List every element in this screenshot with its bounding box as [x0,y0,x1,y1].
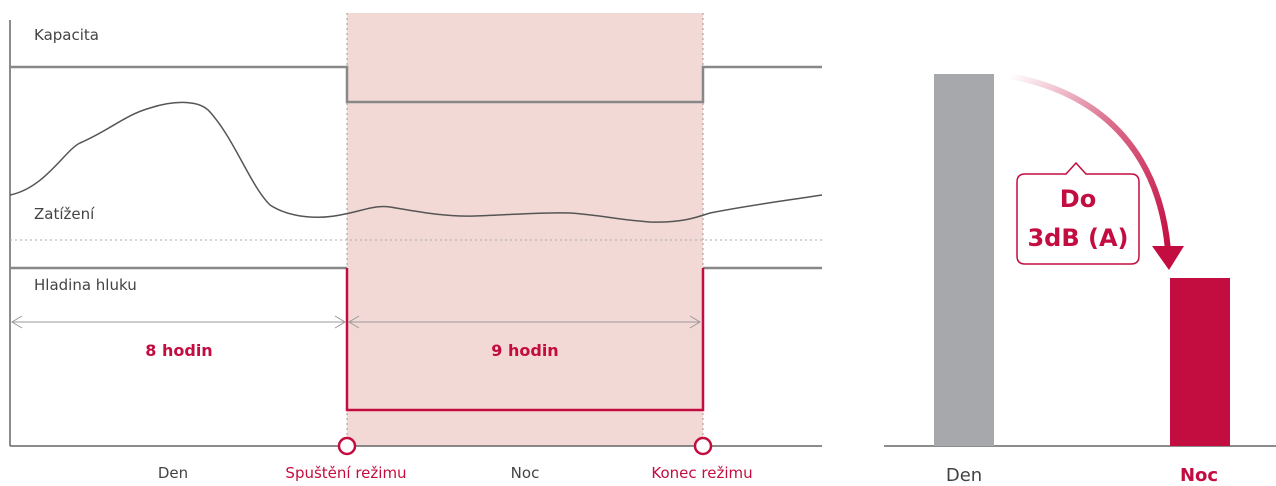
day-duration-arrow [11,315,346,329]
right-x-label-night: Noc [1180,465,1218,486]
mode-end-marker [693,436,713,456]
reduction-arrow-head [1152,246,1184,270]
noise-label: Hladina hluku [34,276,137,294]
x-label-day: Den [158,464,188,482]
capacity-line [10,65,822,104]
left-timeline-diagram: Kapacita Zatížení Hladina hluku 8 hodin … [9,13,823,482]
night-noise-bar [1170,278,1230,446]
right-comparison-diagram: Do 3dB (A) Den Noc [884,73,1276,486]
capacity-label: Kapacita [34,26,99,44]
day-noise-bar [934,74,994,446]
reduction-callout-box [1016,161,1140,265]
x-label-mode-start: Spuštění režimu [285,464,406,482]
night-duration-label: 9 hodin [491,341,558,360]
reduction-arrow-curve [1007,73,1171,253]
night-mode-band [347,13,703,446]
x-label-night: Noc [511,464,540,482]
load-curve [9,101,823,223]
load-label: Zatížení [34,205,95,223]
night-duration-arrow [348,315,701,329]
x-label-mode-end: Konec režimu [651,464,752,482]
noise-line-night [345,268,705,412]
mode-start-marker [337,436,357,456]
right-x-label-day: Den [946,465,982,486]
callout-line-2: 3dB (A) [1027,224,1128,252]
callout-line-1: Do [1060,185,1096,213]
day-duration-label: 8 hodin [145,341,212,360]
